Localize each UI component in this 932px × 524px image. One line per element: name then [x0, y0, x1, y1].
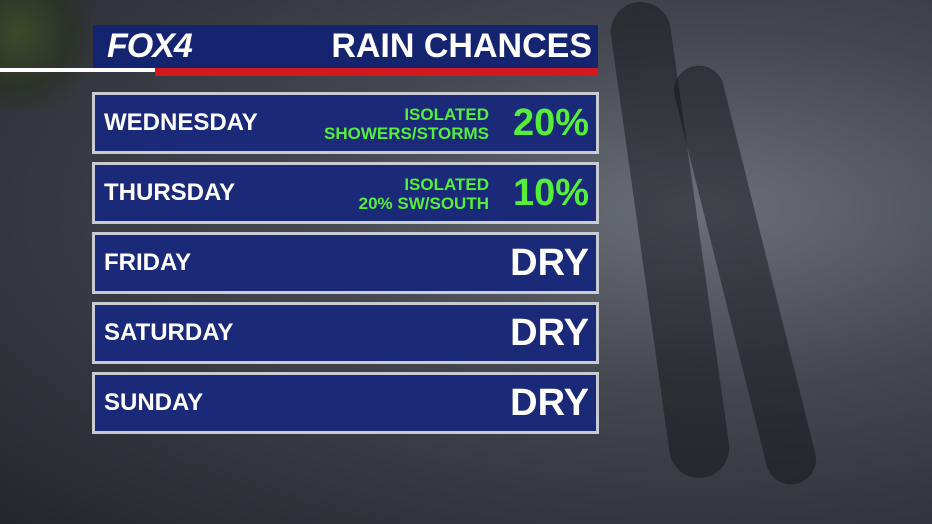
chance: 10% — [512, 172, 589, 214]
header-line — [0, 68, 160, 72]
chance: 20% — [512, 102, 589, 144]
day-label: WEDNESDAY — [104, 109, 258, 136]
day-row: THURSDAY ISOLATED 20% SW/SOUTH 10% — [92, 162, 599, 224]
chance: DRY — [510, 312, 589, 354]
note-line: ISOLATED — [404, 175, 489, 194]
day-label: SUNDAY — [104, 389, 204, 416]
day-row: SUNDAY DRY — [92, 372, 599, 434]
day-label: THURSDAY — [104, 179, 236, 206]
note-line: 20% SW/SOUTH — [358, 194, 489, 213]
note-line: ISOLATED — [404, 105, 489, 124]
day-row: SATURDAY DRY — [92, 302, 599, 364]
logo: FOX4 — [107, 27, 193, 65]
note-line: SHOWERS/STORMS — [324, 124, 489, 143]
header-stripe — [155, 68, 598, 76]
chance: DRY — [510, 242, 589, 284]
day-label: SATURDAY — [104, 319, 234, 346]
day-row: FRIDAY DRY — [92, 232, 599, 294]
note: ISOLATED SHOWERS/STORMS — [324, 105, 489, 143]
title: RAIN CHANCES — [331, 27, 592, 65]
day-row: WEDNESDAY ISOLATED SHOWERS/STORMS 20% — [92, 92, 599, 154]
note: ISOLATED 20% SW/SOUTH — [359, 175, 489, 213]
chance: DRY — [510, 382, 589, 424]
header-bar — [93, 25, 598, 69]
day-label: FRIDAY — [104, 249, 192, 276]
background-grass — [0, 0, 90, 110]
